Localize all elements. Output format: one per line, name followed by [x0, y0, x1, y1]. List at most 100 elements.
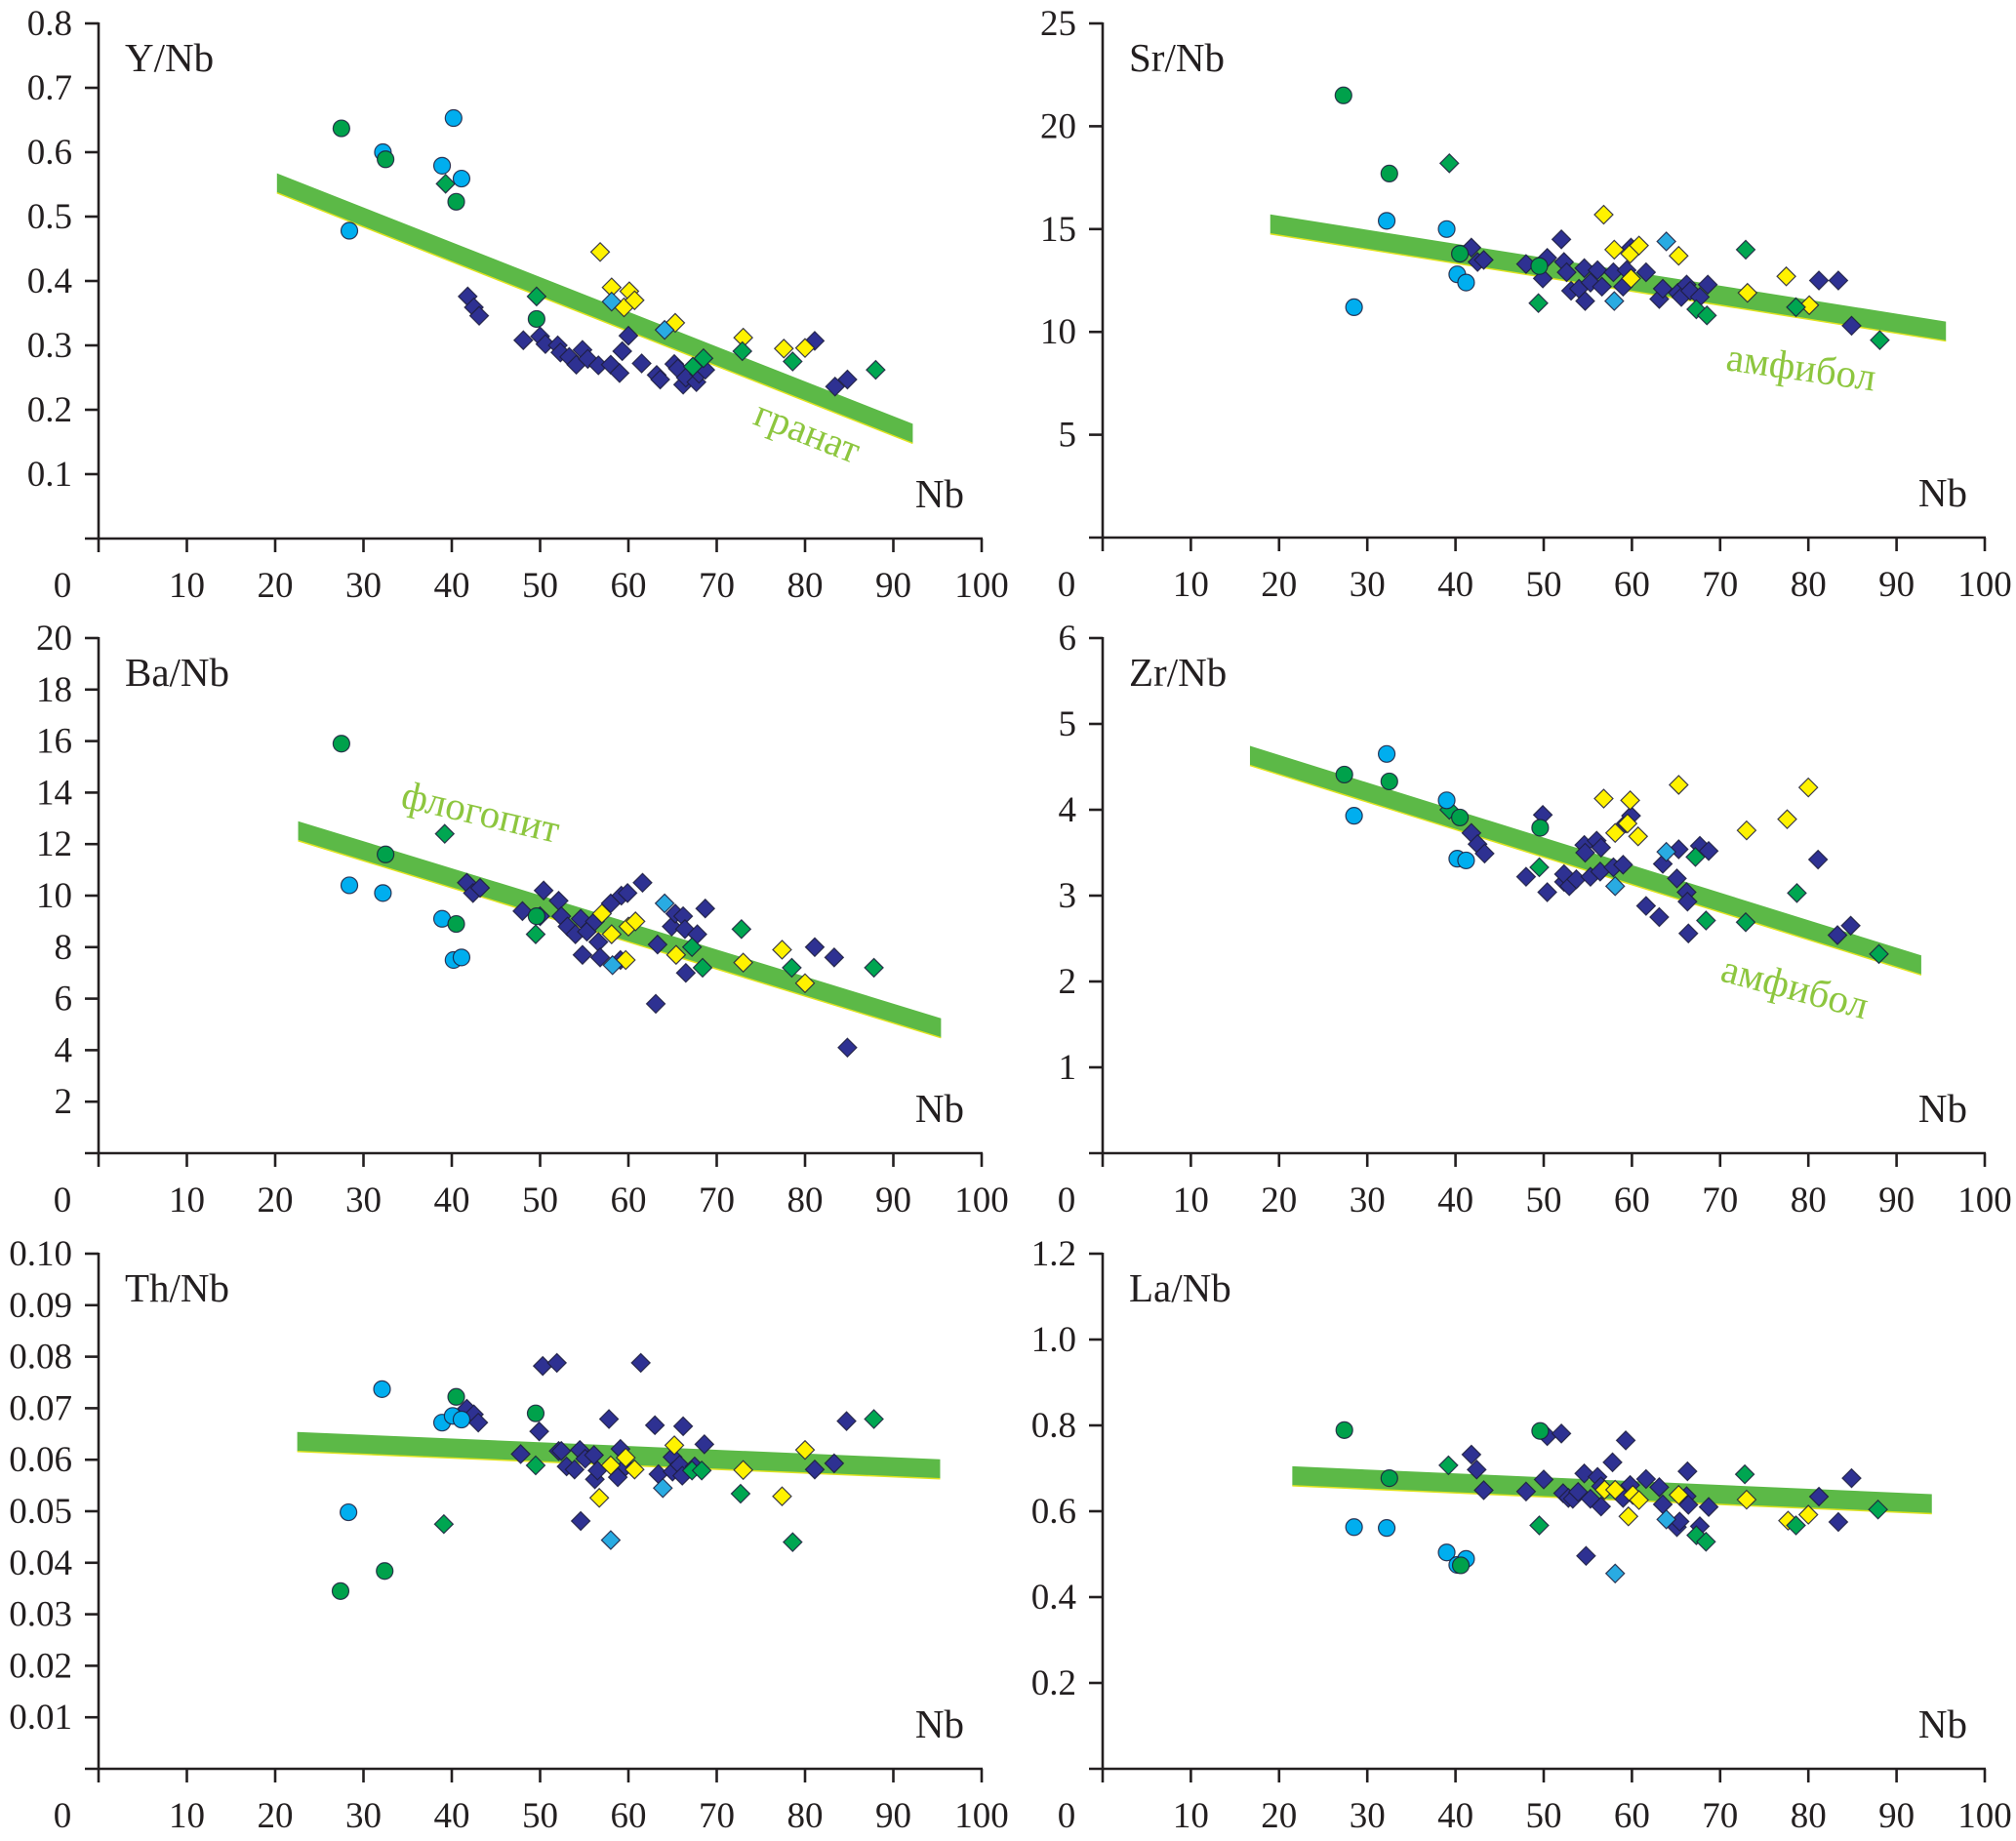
y-tick-label: 0.5	[27, 197, 72, 237]
y-tick-label: 5	[1059, 704, 1077, 744]
x-tick-label: 20	[1261, 1181, 1297, 1221]
x-tick-label: 60	[1614, 1796, 1650, 1836]
x-axis-label: Nb	[915, 1086, 964, 1131]
data-point-indigo-diamonds	[1828, 270, 1849, 291]
series-green-circles	[331, 1387, 545, 1600]
y-tick-label: 2	[55, 1082, 73, 1122]
data-point-green-diamonds	[526, 286, 547, 307]
data-point-cyan-circles	[1377, 744, 1396, 763]
x-tick-label: 10	[1173, 1796, 1209, 1836]
data-point-yellow-diamonds	[1621, 268, 1641, 289]
data-point-green-circles	[1531, 1421, 1550, 1440]
y-tick-label: 25	[1040, 4, 1076, 44]
data-point-indigo-diamonds	[564, 1459, 585, 1480]
data-point-green-diamonds	[1787, 883, 1807, 903]
x-tick-label: 0	[54, 566, 72, 606]
data-point-cyan-diamonds	[1604, 875, 1626, 897]
series-green-circles	[332, 735, 545, 934]
data-point-cyan-circles	[432, 156, 452, 175]
series-green-diamonds	[1438, 1455, 1888, 1552]
data-point-indigo-diamonds	[630, 1352, 652, 1374]
data-point-yellow-diamonds	[794, 973, 816, 994]
x-tick-label: 80	[1791, 565, 1827, 605]
data-point-yellow-diamonds	[1668, 1484, 1689, 1505]
data-point-yellow-diamonds	[1593, 788, 1614, 809]
data-point-green-diamonds	[1528, 293, 1549, 314]
y-tick-label: 2	[1059, 962, 1077, 1002]
y-tick-label: 12	[36, 824, 72, 864]
data-point-indigo-diamonds	[468, 305, 490, 326]
series-cyan-diamonds	[601, 291, 675, 340]
data-point-indigo-diamonds	[1698, 1497, 1719, 1517]
x-tick-label: 70	[1702, 1796, 1738, 1836]
data-point-yellow-diamonds	[624, 290, 645, 311]
data-point-green-diamonds	[1529, 857, 1550, 878]
y-tick-label: 0.04	[9, 1543, 72, 1583]
data-point-indigo-diamonds	[837, 1037, 858, 1059]
x-tick-label: 10	[169, 566, 205, 606]
data-point-cyan-circles	[1437, 1543, 1456, 1562]
data-point-yellow-diamonds	[624, 1459, 645, 1480]
y-tick-label: 0.3	[27, 326, 72, 366]
data-point-green-diamonds	[1438, 152, 1460, 174]
data-point-indigo-diamonds	[1808, 1486, 1830, 1507]
y-tick-label: 0.09	[9, 1286, 72, 1326]
data-point-indigo-diamonds	[1677, 891, 1698, 912]
data-point-green-circles	[447, 192, 465, 211]
y-tick-label: 18	[36, 670, 72, 710]
data-point-indigo-diamonds	[1635, 1468, 1657, 1490]
data-point-indigo-diamonds	[836, 1411, 857, 1431]
y-axis-label: Y/Nb	[125, 35, 214, 80]
data-point-indigo-diamonds	[1473, 250, 1494, 270]
data-point-indigo-diamonds	[469, 877, 491, 899]
data-point-green-circles	[1530, 257, 1549, 275]
data-point-indigo-diamonds	[572, 944, 593, 966]
trend-band-label: флогопит	[397, 772, 564, 852]
y-tick-label: 0.4	[27, 261, 72, 301]
data-point-indigo-diamonds	[1474, 843, 1495, 864]
x-tick-label: 0	[54, 1181, 72, 1221]
data-point-cyan-circles	[1345, 807, 1363, 825]
x-tick-label: 0	[1058, 1181, 1076, 1221]
series-cyan-circles	[340, 108, 471, 240]
data-point-indigo-diamonds	[1807, 849, 1829, 870]
series-green-diamonds	[434, 823, 884, 979]
trend-band-edge	[1249, 764, 1922, 976]
data-point-yellow-diamonds	[733, 952, 753, 973]
x-tick-label: 0	[1058, 1796, 1076, 1836]
data-point-green-circles	[447, 914, 465, 934]
data-point-green-circles	[447, 1387, 465, 1406]
data-point-green-circles	[331, 1581, 350, 1600]
series-cyan-diamonds	[600, 1477, 673, 1550]
data-point-cyan-circles	[452, 169, 471, 188]
data-point-yellow-diamonds	[772, 940, 792, 960]
data-point-indigo-diamonds	[1841, 315, 1862, 337]
trend-band-edge	[298, 840, 942, 1039]
x-tick-label: 30	[345, 1796, 382, 1836]
data-point-indigo-diamonds	[529, 1421, 549, 1442]
series-cyan-diamonds	[1604, 841, 1677, 897]
y-tick-label: 0.8	[27, 4, 72, 44]
data-point-green-diamonds	[692, 957, 713, 979]
x-tick-label: 90	[1878, 1796, 1915, 1836]
trend-band-edge	[276, 191, 913, 445]
data-point-yellow-diamonds	[589, 241, 611, 262]
x-axis-label: Nb	[1918, 1701, 1967, 1746]
x-tick-label: 90	[875, 1181, 911, 1221]
data-point-indigo-diamonds	[1591, 837, 1612, 859]
data-point-cyan-diamonds	[1656, 231, 1677, 252]
data-point-green-diamonds	[1734, 1463, 1755, 1485]
y-tick-label: 0.1	[27, 455, 72, 495]
data-point-yellow-diamonds	[1604, 822, 1626, 844]
panel-th-nb: 0 10 20 30 40 50 60 70 80 90 100 0.01 0.02 0.03 0.04 0.…	[9, 1234, 1009, 1836]
data-point-green-circles	[527, 309, 545, 329]
data-point-yellow-diamonds	[773, 338, 794, 359]
y-tick-label: 0.02	[9, 1646, 72, 1686]
x-tick-label: 30	[345, 566, 382, 606]
data-point-indigo-diamonds	[824, 1453, 845, 1474]
data-point-green-diamonds	[864, 957, 884, 979]
x-tick-label: 80	[1791, 1181, 1827, 1221]
x-tick-label: 60	[611, 1181, 647, 1221]
data-point-cyan-circles	[1437, 791, 1456, 810]
